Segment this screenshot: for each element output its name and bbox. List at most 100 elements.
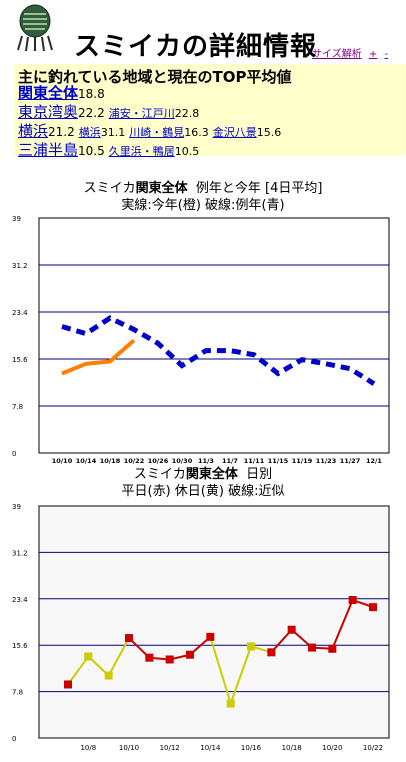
y-tick-label: 23.4	[12, 309, 28, 317]
data-point	[125, 634, 133, 643]
data-point	[267, 648, 276, 657]
size-analysis-link[interactable]: サイズ解析	[312, 49, 362, 60]
data-point	[369, 603, 377, 612]
y-tick-label: 7.8	[12, 689, 23, 697]
data-point	[328, 644, 337, 653]
squid-logo	[17, 4, 53, 52]
y-tick-label: 39	[12, 503, 21, 511]
chart1-title-post: 例年と今年 [4日平均]	[195, 181, 323, 196]
chart1-title-pre: スミイカ	[83, 181, 136, 196]
x-tick-label: 10/18	[282, 744, 302, 752]
x-tick-label: 10/20	[322, 744, 342, 752]
series-line	[61, 338, 136, 376]
data-point	[145, 653, 154, 662]
y-tick-label: 31.2	[12, 262, 28, 270]
data-point	[104, 671, 113, 680]
y-tick-label: 15.6	[12, 642, 28, 650]
yearly-comparison-chart: 0 7.8 15.6 23.4 31.2 39 10/10 10/14 10/18 10/22 10…	[12, 215, 390, 465]
area-link[interactable]: 三浦半島	[18, 141, 79, 159]
x-tick-label: 11/15	[268, 457, 289, 465]
x-tick-label: 10/14	[76, 457, 97, 465]
y-tick-label: 15.6	[12, 356, 28, 364]
series-segment	[229, 646, 252, 704]
chart1-title-bold: 関東全体	[135, 181, 188, 196]
zoom-in-link[interactable]: +	[368, 49, 378, 60]
chart1-title: スミイカ関東全体 例年と今年 [4日平均] 実線:今年(橙) 破線:例年(青)	[0, 180, 406, 214]
x-tick-label: 10/22	[124, 457, 144, 465]
x-tick-label: 11/11	[244, 457, 265, 465]
area-link[interactable]: 関東全体	[18, 84, 79, 102]
subarea-value: 15.6	[256, 126, 282, 139]
x-tick-label: 10/16	[241, 744, 262, 752]
x-tick-label: 10/26	[148, 457, 169, 465]
summary-row: 関東全体18.8	[18, 84, 105, 103]
y-tick-label: 0	[12, 735, 16, 743]
chart2-title-pre: スミイカ	[133, 467, 186, 482]
x-tick-label: 11/23	[316, 457, 336, 465]
daily-chart: 0 7.8 15.6 23.4 31.2 39 10/8 10/10 10/12 10/14 10/…	[12, 503, 390, 752]
subarea-link[interactable]: 金沢八景	[212, 126, 257, 139]
series-segment	[67, 655, 90, 686]
area-link[interactable]: 東京湾奥	[18, 103, 79, 121]
summary-row: 横浜21.2 横浜31.1 川崎・鶴見16.3 金沢八景15.6	[18, 122, 281, 142]
header-links: サイズ解析 + -	[312, 45, 392, 60]
area-link[interactable]: 横浜	[18, 122, 49, 140]
data-point	[186, 650, 194, 659]
chart2-title-post: 日別	[246, 467, 273, 482]
y-tick-label: 0	[12, 450, 16, 458]
zoom-out-link[interactable]: -	[384, 49, 389, 60]
subarea-link[interactable]: 久里浜・鴨居	[108, 145, 175, 158]
data-point	[165, 655, 174, 664]
x-tick-label: 10/8	[80, 744, 96, 752]
series-segment	[107, 637, 130, 677]
subarea-link[interactable]: 横浜	[78, 126, 101, 139]
data-point	[84, 652, 93, 661]
page-title: スミイカの詳細情報	[74, 32, 318, 62]
y-tick-label: 7.8	[12, 403, 23, 411]
x-tick-label: 10/22	[363, 744, 383, 752]
data-point	[308, 643, 316, 652]
data-point	[287, 625, 296, 634]
chart2-subtitle: 平日(赤) 休日(黄) 破線:近似	[121, 484, 285, 499]
area-value: 21.2	[48, 125, 75, 139]
x-tick-label: 10/10	[119, 744, 139, 752]
subarea-value: 31.1	[100, 126, 126, 139]
summary-heading: 主に釣れている地域と現在のTOP平均値	[18, 68, 292, 86]
x-tick-label: 10/18	[100, 457, 121, 465]
plot-area	[38, 505, 390, 739]
x-tick-label: 11/3	[198, 457, 214, 465]
series-line	[61, 315, 376, 386]
data-point	[348, 595, 357, 604]
x-tick-label: 11/7	[222, 457, 238, 465]
series-segment	[209, 636, 232, 704]
y-tick-label: 39	[12, 215, 21, 223]
area-value: 10.5	[78, 144, 105, 158]
subarea-value: 10.5	[174, 145, 200, 158]
chart1-subtitle: 実線:今年(橙) 破線:例年(青)	[121, 198, 285, 213]
data-point	[247, 642, 255, 651]
chart2-title-bold: 関東全体	[185, 467, 238, 482]
data-point	[226, 699, 235, 708]
data-point	[64, 680, 72, 689]
chart2-title: スミイカ関東全体 日別 平日(赤) 休日(黄) 破線:近似	[0, 466, 406, 500]
area-summary-box: 主に釣れている地域と現在のTOP平均値 関東全体18.8 東京湾奥22.2 浦安・江…	[14, 64, 405, 159]
x-tick-label: 11/19	[292, 457, 313, 465]
summary-row: 東京湾奥22.2 浦安・江戸川22.8	[18, 103, 199, 123]
data-point	[206, 632, 215, 641]
summary-row: 三浦半島10.5 久里浜・鴨居10.5	[18, 141, 199, 161]
subarea-value: 16.3	[184, 126, 209, 139]
series-segment	[331, 599, 354, 650]
subarea-link[interactable]: 浦安・江戸川	[108, 107, 175, 120]
plot-area	[38, 217, 390, 454]
area-value: 18.8	[78, 87, 105, 101]
y-tick-label: 31.2	[12, 549, 28, 557]
x-tick-label: 10/12	[160, 744, 180, 752]
subarea-value: 22.8	[174, 107, 200, 120]
subarea-link[interactable]: 川崎・鶴見	[129, 126, 185, 139]
x-tick-label: 10/30	[172, 457, 193, 465]
x-tick-label: 11/27	[340, 457, 360, 465]
x-tick-label: 10/10	[52, 457, 73, 465]
x-tick-label: 12/1	[366, 457, 382, 465]
area-value: 22.2	[78, 106, 105, 120]
y-tick-label: 23.4	[12, 596, 28, 604]
